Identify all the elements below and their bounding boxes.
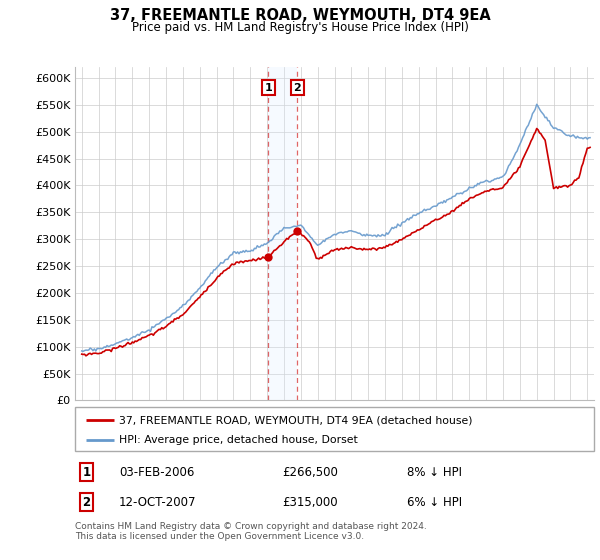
Text: £266,500: £266,500 <box>283 466 338 479</box>
Text: 1: 1 <box>265 83 272 92</box>
Text: 6% ↓ HPI: 6% ↓ HPI <box>407 496 462 509</box>
Text: 12-OCT-2007: 12-OCT-2007 <box>119 496 197 509</box>
Text: 03-FEB-2006: 03-FEB-2006 <box>119 466 194 479</box>
Text: 37, FREEMANTLE ROAD, WEYMOUTH, DT4 9EA (detached house): 37, FREEMANTLE ROAD, WEYMOUTH, DT4 9EA (… <box>119 415 473 425</box>
Text: 2: 2 <box>293 83 301 92</box>
Text: 1: 1 <box>82 466 91 479</box>
Text: 8% ↓ HPI: 8% ↓ HPI <box>407 466 462 479</box>
Text: 2: 2 <box>82 496 91 509</box>
Text: Contains HM Land Registry data © Crown copyright and database right 2024.
This d: Contains HM Land Registry data © Crown c… <box>75 522 427 542</box>
Text: Price paid vs. HM Land Registry's House Price Index (HPI): Price paid vs. HM Land Registry's House … <box>131 21 469 34</box>
Text: £315,000: £315,000 <box>283 496 338 509</box>
Text: 37, FREEMANTLE ROAD, WEYMOUTH, DT4 9EA: 37, FREEMANTLE ROAD, WEYMOUTH, DT4 9EA <box>110 8 490 24</box>
Text: HPI: Average price, detached house, Dorset: HPI: Average price, detached house, Dors… <box>119 435 358 445</box>
Bar <box>268 67 297 400</box>
